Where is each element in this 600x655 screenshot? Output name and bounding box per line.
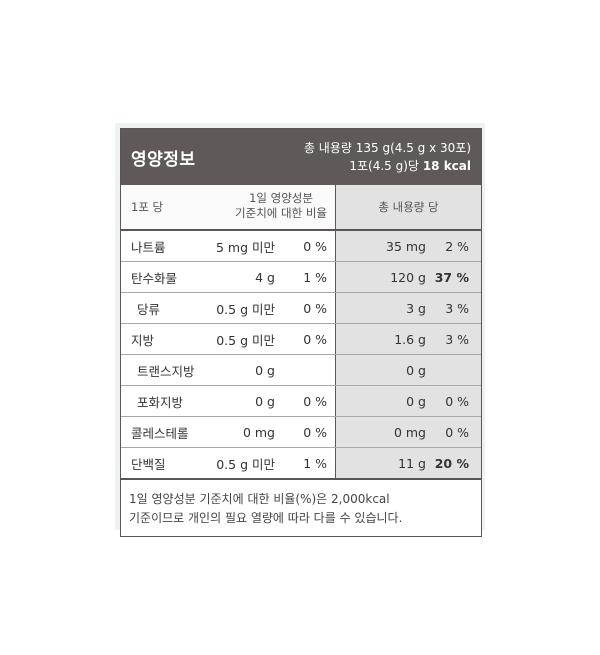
- nutrient-total-amount: 0 g: [406, 362, 426, 378]
- nutrient-name: 포화지방: [137, 394, 184, 410]
- nutrient-total-amount: 3 g: [406, 300, 426, 316]
- daily-value-header-line1: 1일 영양성분: [249, 191, 313, 205]
- nutrient-name: 콜레스테롤: [131, 425, 189, 441]
- nutrient-daily-value: 0 %: [303, 238, 327, 254]
- nutrient-rows: 나트륨 5 mg 미만 0 % 35 mg 2 % 탄수화물 4 g 1 % 120 g 3…: [121, 231, 481, 480]
- nutrient-total-amount: 120 g: [390, 269, 426, 285]
- nutrient-amount: 0.5 g 미만: [216, 301, 275, 317]
- nutrient-amount: 5 mg 미만: [215, 239, 275, 255]
- nutrient-daily-value: 0 %: [303, 424, 327, 440]
- nutrient-name: 트랜스지방: [137, 363, 195, 379]
- nutrient-name: 탄수화물: [131, 270, 178, 286]
- serving-calories-line: 1포(4.5 g)당 18 kcal: [304, 157, 471, 175]
- nutrient-amount: 4 g: [255, 269, 275, 285]
- nutrient-total-daily-value: 3 %: [445, 300, 469, 316]
- nutrient-total-amount: 0 g: [406, 393, 426, 409]
- per-serving-header: 1포 당 1일 영양성분 기준치에 대한 비율: [121, 185, 336, 229]
- nutrient-total-daily-value: 37 %: [434, 269, 469, 285]
- nutrient-name: 단백질: [131, 456, 166, 472]
- nutrient-total-daily-value: 20 %: [434, 455, 469, 471]
- nutrient-name: 당류: [137, 301, 161, 317]
- nutrient-total-amount: 11 g: [398, 455, 426, 471]
- nutrient-row-trans-fat: 트랜스지방 0 g 0 g: [121, 355, 481, 386]
- nutrient-total-daily-value: 0 %: [445, 424, 469, 440]
- nutrient-row-sugars: 당류 0.5 g 미만 0 % 3 g 3 %: [121, 293, 481, 324]
- nutrient-total-amount: 35 mg: [386, 238, 426, 254]
- footnote-line1: 1일 영양성분 기준치에 대한 비율(%)은 2,000kcal: [129, 492, 390, 506]
- calories-value: 18 kcal: [422, 159, 471, 173]
- per-serving-label: 1포 당: [131, 200, 164, 214]
- nutrient-row-carbohydrate: 탄수화물 4 g 1 % 120 g 37 %: [121, 262, 481, 293]
- serving-prefix: 1포(4.5 g)당: [349, 159, 419, 173]
- nutrient-total-daily-value: 0 %: [445, 393, 469, 409]
- nutrient-row-fat: 지방 0.5 g 미만 0 % 1.6 g 3 %: [121, 324, 481, 355]
- nutrient-daily-value: 0 %: [303, 300, 327, 316]
- nutrient-daily-value: 1 %: [303, 455, 327, 471]
- nutrient-row-sodium: 나트륨 5 mg 미만 0 % 35 mg 2 %: [121, 231, 481, 262]
- nutrient-row-protein: 단백질 0.5 g 미만 1 % 11 g 20 %: [121, 448, 481, 480]
- nutrient-row-saturated-fat: 포화지방 0 g 0 % 0 g 0 %: [121, 386, 481, 417]
- nutrition-title: 영양정보: [131, 150, 196, 170]
- nutrient-total-daily-value: 2 %: [445, 238, 469, 254]
- total-content-header: 총 내용량 당: [336, 185, 481, 229]
- daily-value-header-line2: 기준치에 대한 비율: [235, 206, 327, 220]
- nutrient-amount: 0.5 g 미만: [216, 456, 275, 472]
- nutrient-daily-value: 0 %: [303, 393, 327, 409]
- nutrient-daily-value: 0 %: [303, 331, 327, 347]
- nutrient-name: 나트륨: [131, 239, 166, 255]
- nutrient-name: 지방: [131, 332, 155, 348]
- nutrient-amount: 0 g: [255, 393, 275, 409]
- nutrient-row-cholesterol: 콜레스테롤 0 mg 0 % 0 mg 0 %: [121, 417, 481, 448]
- nutrient-total-daily-value: 3 %: [445, 331, 469, 347]
- total-content-line: 총 내용량 135 g(4.5 g x 30포): [303, 141, 471, 155]
- serving-info: 총 내용량 135 g(4.5 g x 30포) 1포(4.5 g)당 18 k…: [304, 139, 471, 175]
- nutrition-facts-label: 영양정보 총 내용량 135 g(4.5 g x 30포) 1포(4.5 g)당…: [120, 128, 482, 537]
- nutrient-daily-value: 1 %: [303, 269, 327, 285]
- nutrient-amount: 0 g: [255, 362, 275, 378]
- daily-value-header: 1일 영양성분 기준치에 대한 비율: [235, 191, 327, 221]
- footnote: 1일 영양성분 기준치에 대한 비율(%)은 2,000kcal 기준이므로 개…: [121, 480, 481, 536]
- nutrient-total-amount: 0 mg: [393, 424, 426, 440]
- footnote-line2: 기준이므로 개인의 필요 열량에 따라 다를 수 있습니다.: [129, 511, 403, 525]
- nutrient-amount: 0.5 g 미만: [216, 332, 275, 348]
- nutrition-header: 영양정보 총 내용량 135 g(4.5 g x 30포) 1포(4.5 g)당…: [121, 129, 481, 185]
- column-header: 1포 당 1일 영양성분 기준치에 대한 비율 총 내용량 당: [121, 185, 481, 231]
- nutrient-amount: 0 mg: [242, 424, 275, 440]
- nutrient-total-amount: 1.6 g: [394, 331, 426, 347]
